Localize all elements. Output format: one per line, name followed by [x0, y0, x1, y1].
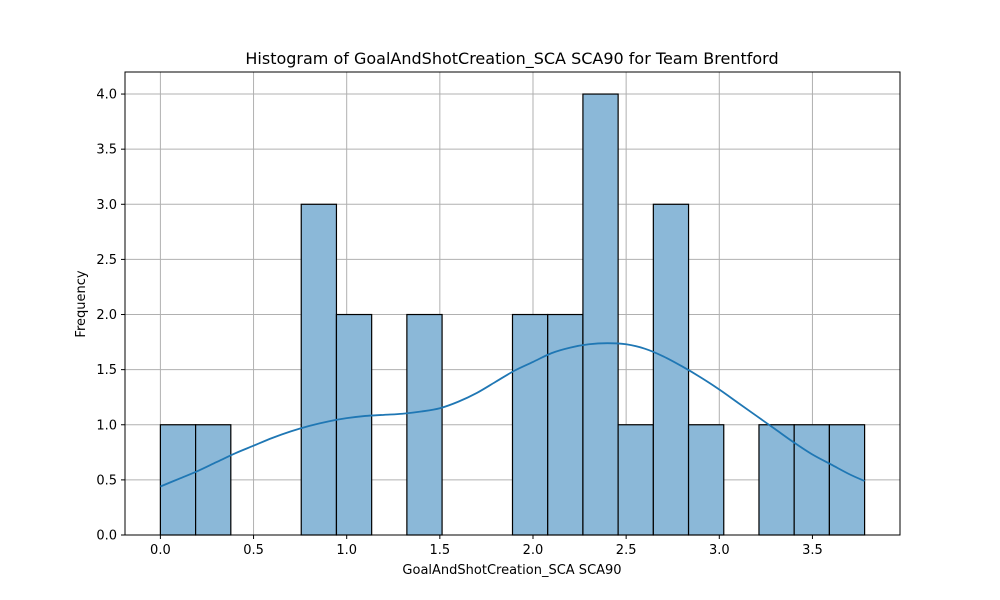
histogram-bars [159, 93, 866, 536]
histogram-bar [511, 313, 549, 536]
kde-curve [160, 342, 865, 488]
x-tick-label: 1.5 [430, 543, 451, 558]
histogram-bar [828, 424, 866, 536]
x-tick-label: 2.5 [616, 543, 637, 558]
x-tick-label: 3.0 [709, 543, 730, 558]
histogram-bar [300, 203, 338, 536]
y-tick-label: 1.0 [96, 418, 117, 433]
y-axis-ticks: 0.0 0.5 1.0 1.5 2.0 2.5 3.0 3.5 4.0 [96, 88, 125, 544]
y-tick-label: 4.0 [96, 88, 117, 103]
y-tick-label: 0.5 [96, 473, 117, 488]
histogram-bar [335, 313, 373, 536]
y-axis-title: Frequency [74, 270, 89, 337]
histogram-bar [406, 313, 443, 536]
x-tick-label: 2.0 [523, 543, 544, 558]
histogram-bar [793, 424, 830, 536]
x-tick-label: 1.0 [336, 543, 357, 558]
y-tick-label: 3.0 [96, 198, 117, 213]
y-tick-label: 2.5 [96, 253, 117, 268]
x-tick-label: 0.5 [243, 543, 264, 558]
chart-title: Histogram of GoalAndShotCreation_SCA SCA… [245, 49, 778, 69]
kde-curve-group [160, 342, 865, 488]
x-tick-label: 0.0 [150, 543, 171, 558]
histogram-bar [582, 93, 619, 536]
x-tick-label: 3.5 [802, 543, 823, 558]
y-tick-label: 0.0 [96, 529, 117, 544]
x-axis-title: GoalAndShotCreation_SCA SCA90 [402, 563, 621, 578]
histogram-bar [758, 424, 795, 536]
y-tick-label: 3.5 [96, 143, 117, 158]
plot-frame [124, 71, 901, 536]
histogram-bar [687, 424, 725, 536]
histogram-bar [652, 203, 690, 536]
y-tick-label: 2.0 [96, 308, 117, 323]
y-tick-label: 1.5 [96, 363, 117, 378]
x-axis-ticks: 0.0 0.5 1.0 1.5 2.0 2.5 3.0 3.5 [150, 535, 823, 558]
histogram-bar [617, 424, 654, 536]
histogram-bar [195, 424, 232, 536]
histogram-bar [547, 313, 584, 536]
